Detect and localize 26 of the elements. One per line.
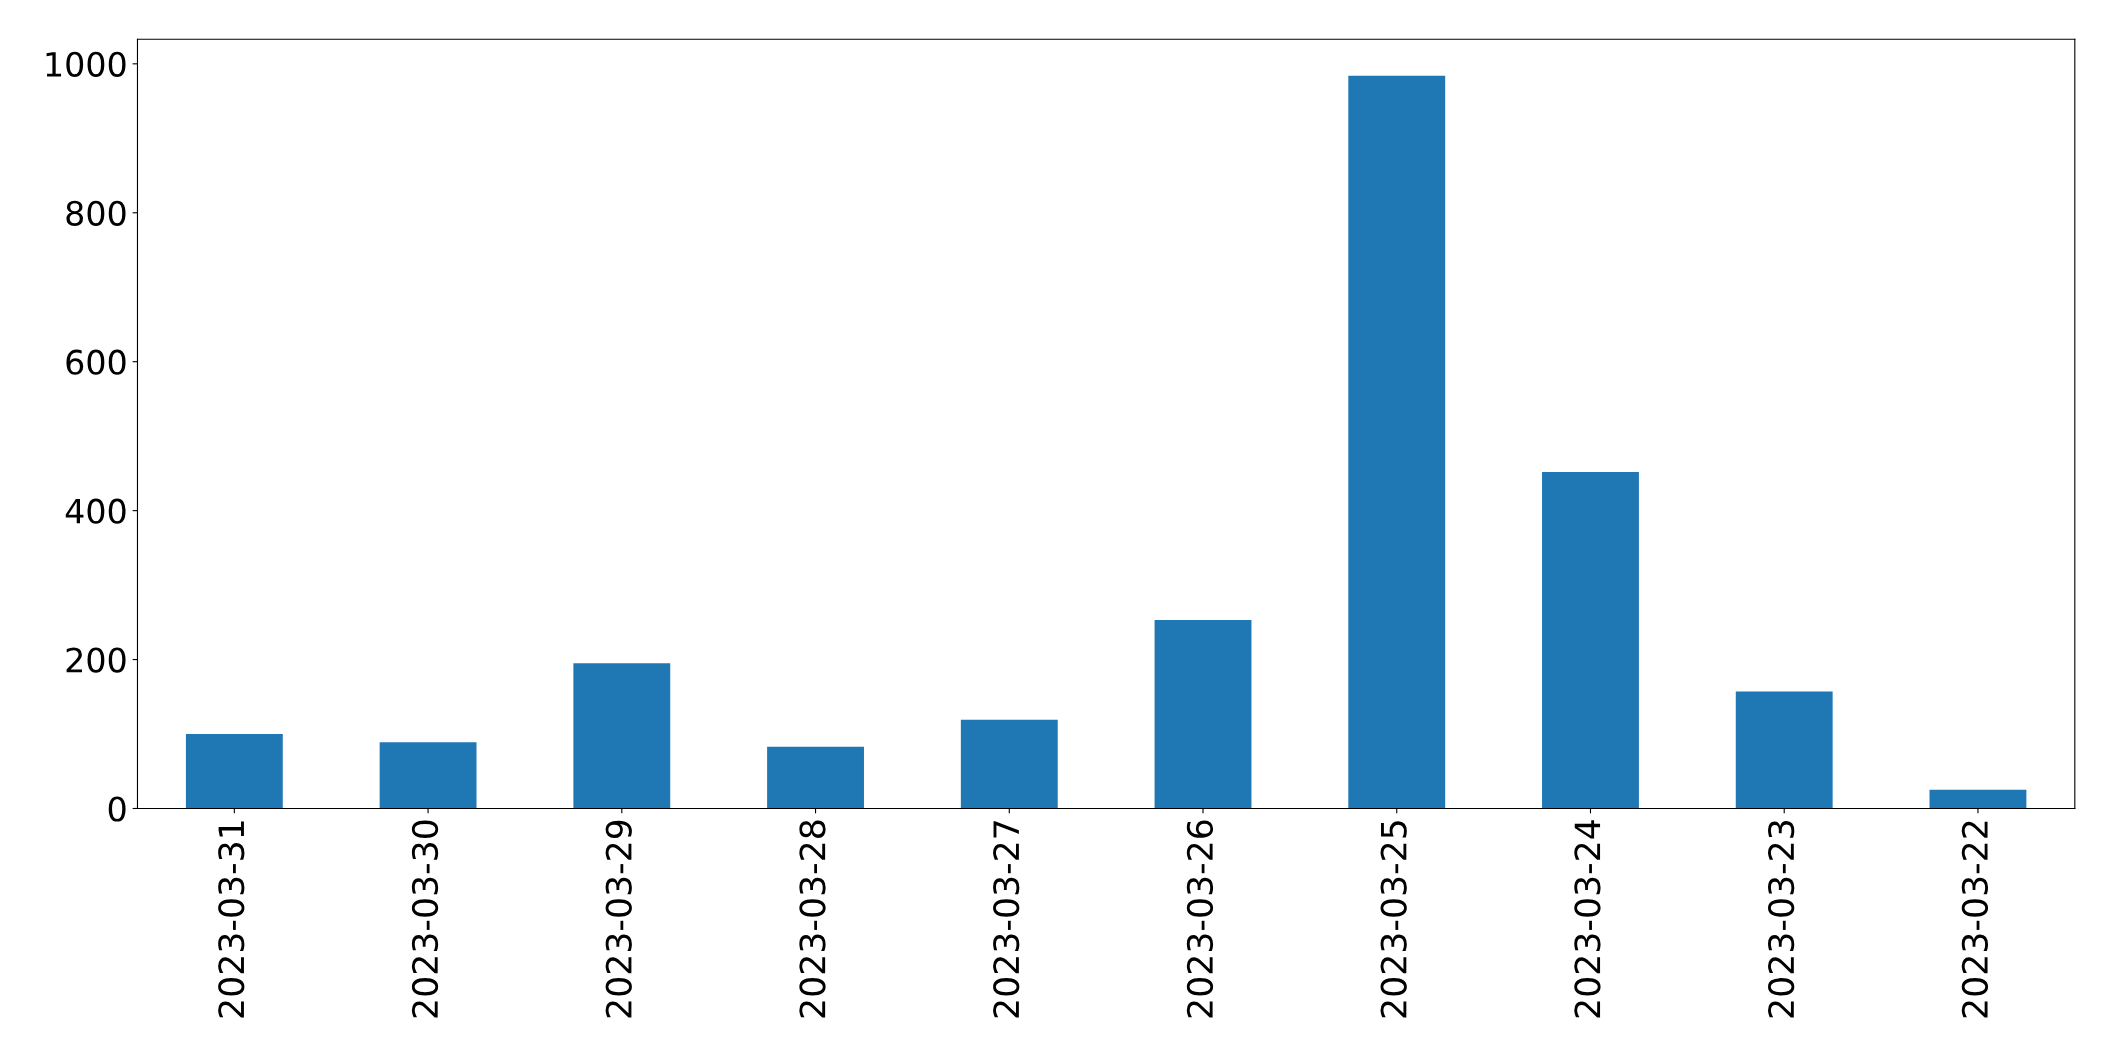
bar: [767, 746, 864, 809]
x-tick-label: 2023-03-25: [1380, 821, 1407, 1018]
x-tick-label: 2023-03-30: [411, 820, 439, 1018]
x-tick-label: 2023-03-23: [1768, 820, 1795, 1018]
x-tick-label: 2023-03-27: [993, 821, 1020, 1018]
x-tick-label: 2023-03-26: [1186, 820, 1214, 1018]
bar: [379, 742, 477, 809]
x-tick-label: 2023-03-24: [1574, 820, 1601, 1018]
bar: [573, 663, 671, 809]
bar: [1929, 789, 2027, 809]
x-tick-label: 2023-03-28: [799, 820, 826, 1018]
x-tick-label: 2023-03-22: [1961, 821, 1989, 1018]
bar: [1735, 691, 1833, 809]
x-tick-label: 2023-03-29: [605, 820, 632, 1018]
y-tick-label: 600: [66, 349, 126, 375]
y-tick-label: 0: [108, 796, 126, 822]
bar: [1542, 471, 1639, 809]
y-tick-label: 1000: [46, 51, 126, 77]
bar: [960, 719, 1058, 809]
y-tick-label: 200: [66, 647, 126, 673]
bar: [1348, 75, 1446, 809]
y-tick-label: 400: [65, 498, 126, 524]
y-tick-label: 800: [66, 200, 126, 226]
bar: [185, 734, 283, 809]
x-tick-label: 2023-03-31: [218, 821, 245, 1018]
bar: [1154, 620, 1252, 809]
